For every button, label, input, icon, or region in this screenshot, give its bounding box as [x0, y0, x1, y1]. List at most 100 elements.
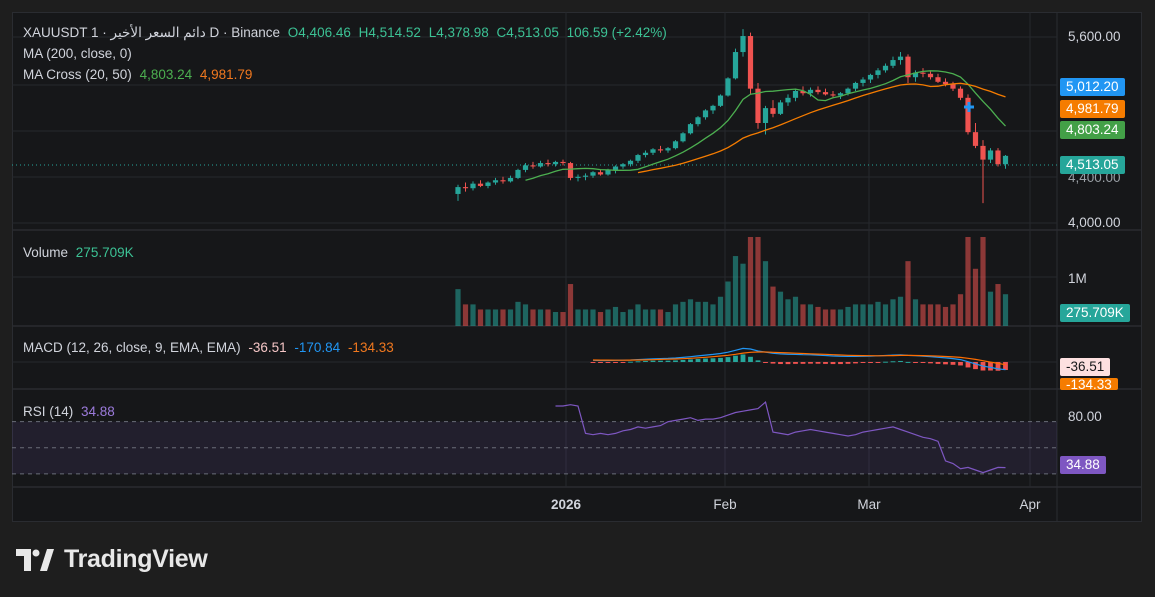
candle-body	[635, 155, 641, 161]
macd-histogram-bar	[883, 361, 888, 363]
volume-bar	[560, 312, 566, 326]
macd-histogram-bar	[688, 359, 693, 362]
macd-histogram-bar	[808, 362, 813, 364]
volume-legend[interactable]: Volume 275.709K	[23, 245, 138, 261]
macd-histogram-bar	[988, 362, 993, 371]
ma200-legend[interactable]: MA (200, close, 0)	[23, 46, 136, 62]
volume-bar	[980, 237, 986, 326]
volume-bar	[567, 284, 574, 326]
macd-line	[592, 347, 1006, 371]
macd-hist-tag: -36.51	[1060, 358, 1111, 376]
ma-cross-legend[interactable]: MA Cross (20, 50) 4,803.24 4,981.79	[23, 67, 256, 83]
candle-body	[522, 165, 529, 170]
volume-bar	[965, 237, 971, 326]
macd-histogram-bar	[748, 356, 753, 362]
candle-body	[687, 124, 694, 134]
candle-body	[845, 88, 851, 94]
candle-body	[972, 132, 979, 146]
candle-body	[815, 89, 821, 93]
macd-histogram-bar	[785, 362, 791, 365]
volume-bar	[815, 306, 821, 326]
macd-histogram-bar	[733, 355, 738, 362]
volume-bar	[875, 301, 881, 326]
candle-body	[567, 163, 574, 178]
macd-legend[interactable]: MACD (12, 26, close, 9, EMA, EMA) -36.51…	[23, 340, 398, 356]
candle-body	[950, 84, 956, 89]
candle-body	[725, 78, 731, 96]
volume-label: Volume	[23, 245, 69, 260]
ma-cross-label: MA Cross (20, 50)	[23, 67, 132, 82]
volume-bar	[725, 281, 731, 326]
candle-body	[912, 72, 919, 78]
volume-bar	[590, 309, 596, 326]
volume-bar	[605, 309, 611, 326]
macd-histogram-bar	[725, 357, 731, 362]
ohlc-open: O4,406.46	[287, 25, 351, 40]
volume-bar	[852, 304, 859, 326]
volume-bar	[830, 309, 836, 326]
time-label-mar: Mar	[857, 497, 881, 512]
ma-slow-line	[637, 82, 1006, 174]
rsi-legend[interactable]: RSI (14) 34.88	[23, 404, 119, 420]
rsi-tick-80: 80.00	[1068, 409, 1102, 424]
candle-body	[755, 88, 761, 123]
macd-histogram-bar	[995, 362, 1001, 371]
volume-bar	[477, 309, 484, 326]
volume-bar	[552, 312, 559, 326]
candle-body	[882, 65, 889, 71]
volume-value: 275.709K	[75, 245, 134, 260]
volume-bar	[732, 256, 739, 326]
volume-bar	[972, 268, 979, 326]
price-tick-4000: 4,000.00	[1068, 215, 1121, 230]
volume-bar	[455, 289, 461, 326]
volume-bar	[927, 304, 934, 326]
macd-histogram-bar	[950, 362, 956, 365]
volume-bar	[777, 291, 784, 326]
macd-histogram-bar	[935, 362, 941, 364]
candle-body	[537, 163, 544, 167]
macd-histogram-bar	[605, 362, 611, 363]
macd-histogram-bar	[755, 360, 761, 362]
candle-body	[852, 82, 859, 89]
candle-body	[597, 172, 604, 175]
volume-bar	[665, 312, 671, 326]
macd-signal-line	[592, 351, 1006, 366]
volume-tag: 275.709K	[1060, 304, 1130, 322]
volume-bar	[627, 309, 634, 326]
candle-body	[657, 149, 664, 151]
macd-hist-value: -36.51	[248, 340, 287, 355]
volume-bar	[912, 299, 919, 326]
volume-bar	[522, 304, 529, 326]
macd-histogram-bar	[830, 362, 836, 365]
volume-bar	[995, 284, 1001, 326]
candle-body	[605, 169, 611, 175]
candle-body	[830, 94, 836, 96]
symbol-title[interactable]: XAUUSDT 1 · دائم السعر الأخير D · Binanc…	[23, 25, 281, 40]
macd-histogram-bar	[740, 354, 746, 362]
macd-histogram-bar	[913, 362, 918, 363]
volume-bar	[897, 296, 904, 326]
tradingview-brand[interactable]: TradingView	[16, 545, 208, 574]
volume-bar	[822, 309, 829, 326]
candle-body	[702, 110, 709, 118]
macd-histogram-bar	[845, 362, 851, 364]
candle-body	[920, 72, 926, 74]
volume-bar	[507, 309, 514, 326]
macd-histogram-bar	[658, 360, 663, 362]
volume-bar	[500, 309, 506, 326]
volume-bar	[987, 291, 994, 326]
symbol-legend[interactable]: XAUUSDT 1 · دائم السعر الأخير D · Binanc…	[23, 25, 671, 41]
ma-fast-line	[525, 70, 1006, 181]
candle-body	[627, 160, 634, 165]
volume-bar	[530, 309, 536, 326]
macd-histogram-bar	[643, 360, 648, 362]
candle-body	[455, 187, 461, 194]
volume-bar	[1002, 294, 1009, 326]
volume-bar	[770, 286, 776, 326]
volume-bar	[755, 237, 761, 326]
macd-histogram-bar	[793, 362, 798, 364]
candle-body	[560, 161, 566, 164]
macd-label: MACD (12, 26, close, 9, EMA, EMA)	[23, 340, 241, 355]
ma200-label: MA (200, close, 0)	[23, 46, 132, 61]
chart-canvas[interactable]	[12, 12, 1142, 522]
